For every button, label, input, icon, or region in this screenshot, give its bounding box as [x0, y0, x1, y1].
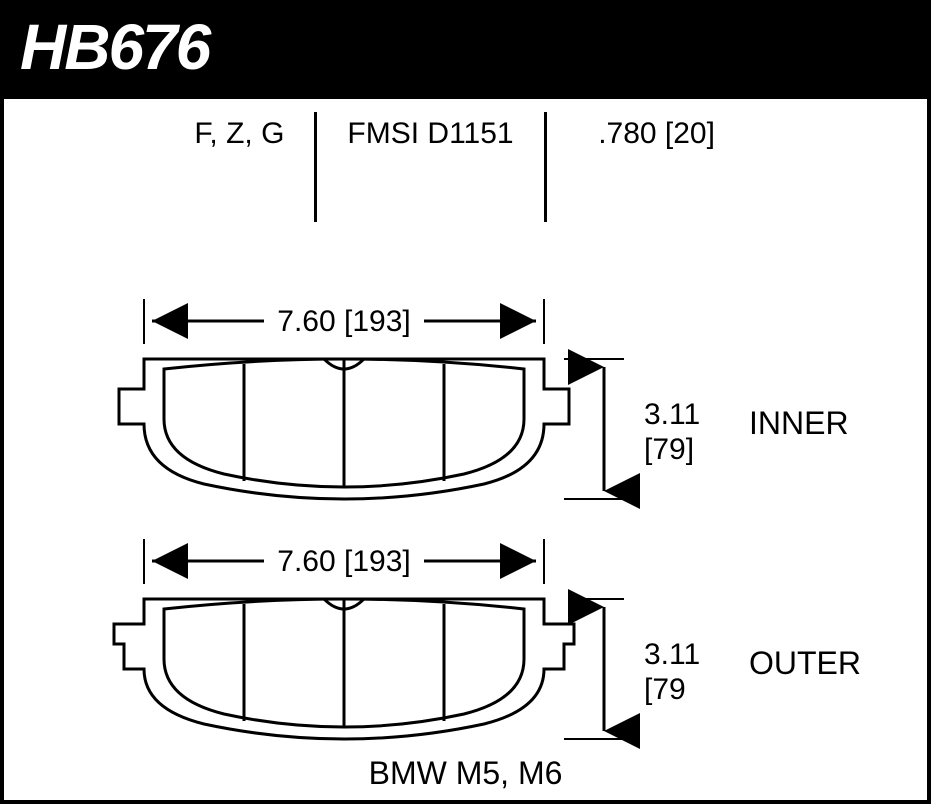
- spec-codes: F, Z, G: [164, 117, 314, 222]
- inner-width-dim: 7.60 [193]: [277, 305, 410, 338]
- brake-pad-diagram: 7.60 [193] 3.11: [4, 259, 927, 804]
- fitment-label: BMW M5, M6: [4, 755, 927, 792]
- outer-width-dim: 7.60 [193]: [277, 545, 410, 578]
- inner-pad-group: 7.60 [193] 3.11: [119, 299, 849, 499]
- outer-label: OUTER: [749, 645, 861, 681]
- spec-thickness: .780 [20]: [547, 117, 767, 222]
- outer-height-dim2: [79: [644, 673, 686, 706]
- inner-label: INNER: [749, 405, 849, 441]
- part-number-header: HB676: [0, 0, 931, 99]
- outer-height-dim1: 3.11: [644, 638, 700, 671]
- diagram-frame: F, Z, G FMSI D1151 .780 [20]: [0, 99, 931, 804]
- inner-height-dim1: 3.11: [644, 398, 700, 431]
- part-number: HB676: [20, 11, 209, 83]
- spec-row: F, Z, G FMSI D1151 .780 [20]: [4, 99, 927, 222]
- outer-pad-group: 7.60 [193] 3.11 [79 OUT: [114, 539, 861, 739]
- inner-height-dim2: [79]: [644, 433, 694, 466]
- diagram-area: 7.60 [193] 3.11: [4, 259, 927, 800]
- spec-fmsi: FMSI D1151: [317, 117, 543, 222]
